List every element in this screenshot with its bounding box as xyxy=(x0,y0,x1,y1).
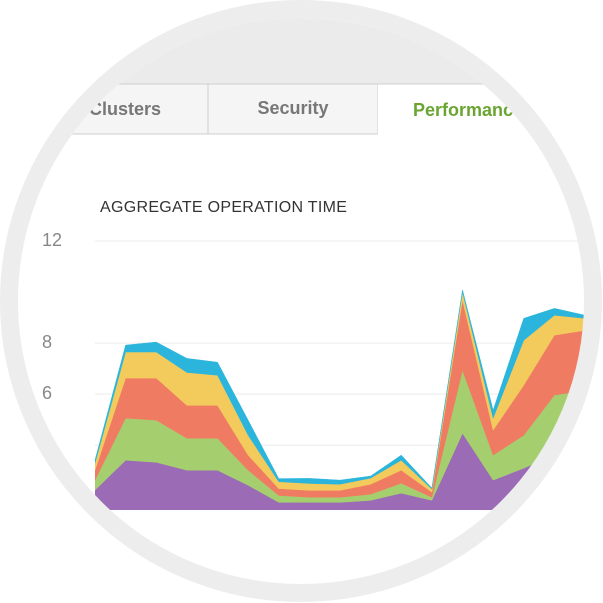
tab-label[interactable]: Performance xyxy=(413,100,523,120)
tab-label[interactable]: Clusters xyxy=(89,99,161,119)
tab-label[interactable]: Security xyxy=(257,98,328,118)
y-tick-label: 12 xyxy=(42,230,62,250)
y-tick-label: 6 xyxy=(42,383,52,403)
content: Clusters Security Performance AGGREGATE … xyxy=(18,18,584,510)
plot-area xyxy=(95,289,584,510)
y-tick-label: 8 xyxy=(42,332,52,352)
area xyxy=(95,289,584,490)
tab[interactable] xyxy=(207,83,379,135)
chart-title: AGGREGATE OPERATION TIME xyxy=(100,199,347,216)
